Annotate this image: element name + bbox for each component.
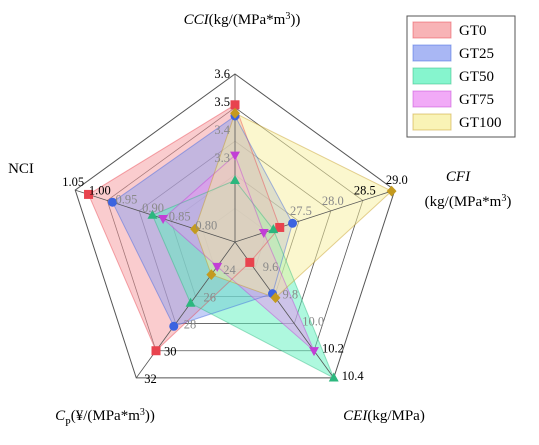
tick-label-nci-2: 0.95 [116,192,138,206]
tick-label-nci-1: 1.00 [89,184,111,198]
tick-label-cci-0: 3.6 [214,67,230,81]
marker-gt0-cp [151,346,161,356]
marker-gt50-cci [230,175,240,184]
tick-label-cei-3: 9.8 [282,287,298,301]
series-lines [87,104,393,379]
tick-label-cp-0: 32 [144,372,157,386]
marker-gt100-cci [230,107,240,119]
legend: GT0 GT25 GT50 GT75 GT100 [406,15,516,138]
line-gt50 [151,179,335,379]
area-gt100 [195,113,392,298]
legend-swatch-gt75 [412,90,452,108]
marker-gt0-cfi [275,222,285,232]
marker-gt0-nci [84,189,94,199]
marker-gt25-cfi [288,218,298,228]
line-gt100 [194,112,393,299]
tick-label-cp-3: 26 [204,290,217,304]
axis-title-cci: CCI(kg/(MPa*m3)) [184,11,301,29]
axis-title-nci: NCI [8,161,34,177]
tick-label-cci-2: 3.4 [214,123,230,137]
axis-title-cfi: CFI [446,169,471,185]
legend-label-gt100: GT100 [459,115,502,131]
marker-gt25-nci [108,197,118,207]
tick-label-cp-2: 28 [184,318,197,332]
axis-title-cp: CP(¥/(MPa*m3)) [55,407,155,429]
tick-label-nci-0: 1.05 [62,175,84,189]
marker-gt0-cci [230,100,240,110]
legend-swatch-gt100 [412,113,452,131]
tick-label-nci-3: 0.90 [142,201,164,215]
marker-gt50-cfi [268,224,279,234]
tick-label-cfi-1: 28.5 [354,183,376,197]
tick-label-cp-4: 24 [223,263,236,277]
marker-gt100-nci [190,223,201,235]
marker-gt100-cp [206,269,217,281]
tick-label-cfi-0: 29.0 [386,173,408,187]
legend-label-gt0: GT0 [459,23,487,39]
legend-swatch-gt25 [412,44,452,62]
marker-gt75-cfi [258,229,269,239]
line-gt75 [162,154,315,352]
marker-gt0-cei [245,257,255,267]
axis-title-cfi-line2: (kg/(MPa*m3) [425,193,512,211]
tick-label-nci-4: 0.85 [169,210,191,224]
tick-label-cfi-2: 28.0 [322,194,344,208]
tick-label-cei-0: 10.4 [342,369,365,383]
legend-swatch-gt0 [412,21,452,39]
axis-titles: CCI(kg/(MPa*m3)) CFI (kg/(MPa*m3) CEI(kg/MP… [8,11,511,429]
tick-label-cci-3: 3.3 [214,151,230,165]
series-areas [88,104,392,378]
tick-label-cei-1: 10.2 [322,342,344,356]
legend-swatch-gt50 [412,67,452,85]
legend-label-gt25: GT25 [459,46,494,62]
line-gt0 [87,104,281,352]
marker-gt50-cei [328,372,339,382]
legend-label-gt75: GT75 [459,92,494,108]
tick-label-cei-4: 9.6 [263,260,279,274]
marker-gt75-nci [158,215,169,225]
series-markers [84,100,397,382]
tick-labels: 3.6 3.5 3.4 3.3 29.0 28.5 28.0 27.5 10.4 10.2 10.0… [62,67,407,386]
tick-label-nci-5: 0.80 [195,218,217,232]
legend-label-gt50: GT50 [459,69,494,85]
marker-gt75-cp [212,262,223,272]
tick-label-cfi-3: 27.5 [290,204,312,218]
tick-label-cp-1: 30 [164,345,177,359]
grid-ring-5 [74,73,396,379]
marker-gt25-cp [169,321,179,331]
marker-gt75-cei [309,347,319,357]
marker-gt50-cp [185,297,196,307]
line-gt25 [111,115,294,327]
marker-gt75-cci [230,151,240,161]
tick-label-cei-2: 10.0 [302,315,324,329]
axis-title-cei: CEI(kg/MPa) [343,408,425,424]
tick-label-cci-1: 3.5 [214,95,230,109]
marker-gt50-nci [147,209,158,219]
marker-gt100-cei [270,292,281,304]
marker-gt100-cfi [386,185,397,197]
